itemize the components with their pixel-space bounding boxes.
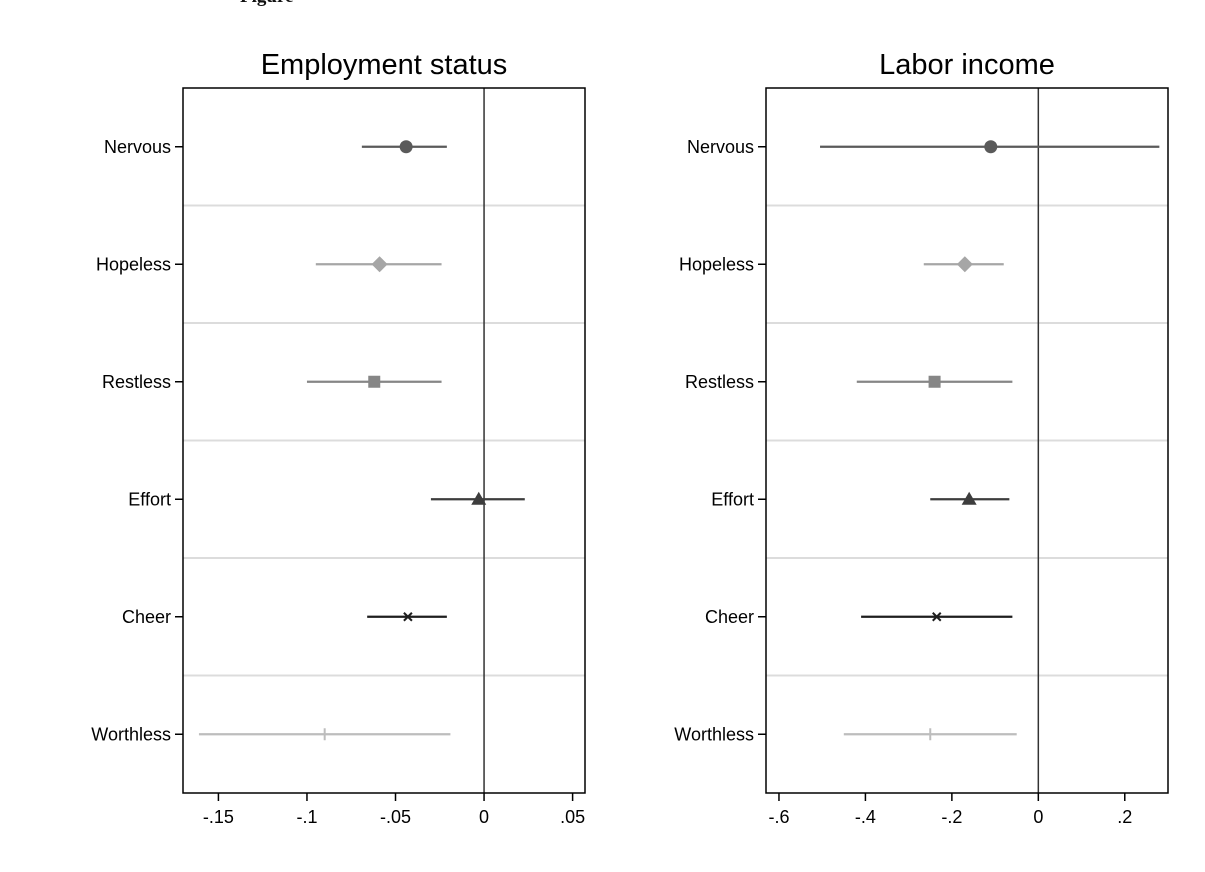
x-tick-label: .05: [560, 807, 585, 827]
category-label: Cheer: [122, 607, 171, 627]
category-label: Restless: [685, 372, 754, 392]
point-estimate-cheer: [932, 612, 942, 622]
x-tick-label: -.6: [768, 807, 789, 827]
point-estimate-hopeless: [371, 256, 388, 273]
x-tick-label: -.15: [203, 807, 234, 827]
point-estimate-effort: [961, 491, 977, 505]
point-estimate-nervous: [399, 140, 413, 154]
point-estimate-effort: [471, 491, 487, 505]
panel-2: Labor income Nervous Hopeless Restless Effor…: [674, 49, 1169, 827]
category-label: Cheer: [705, 607, 754, 627]
category-label: Restless: [102, 372, 171, 392]
point-estimate-cheer: [403, 612, 413, 622]
category-label: Worthless: [674, 724, 754, 744]
category-label: Effort: [128, 489, 171, 509]
category-label: Hopeless: [679, 254, 754, 274]
point-estimate-restless: [928, 375, 941, 388]
category-label: Effort: [711, 489, 754, 509]
point-estimate-hopeless: [956, 256, 973, 273]
x-tick-label: 0: [479, 807, 489, 827]
figure-caption-fragment: Figure: [240, 0, 380, 8]
x-tick-label: -.4: [855, 807, 876, 827]
plot-frame: [182, 87, 586, 794]
category-label: Nervous: [687, 137, 754, 157]
panel-title: Employment status: [261, 49, 508, 81]
plot-frame: [765, 87, 1169, 794]
panel-1: Employment status Nervous Hopeless Restless…: [91, 49, 586, 827]
panel-title: Labor income: [879, 49, 1055, 81]
x-tick-label: 0: [1033, 807, 1043, 827]
x-tick-label: .2: [1117, 807, 1132, 827]
category-label: Nervous: [104, 137, 171, 157]
x-tick-label: -.2: [941, 807, 962, 827]
x-tick-label: -.05: [380, 807, 411, 827]
category-label: Worthless: [91, 724, 171, 744]
category-label: Hopeless: [96, 254, 171, 274]
x-tick-label: -.1: [296, 807, 317, 827]
point-estimate-restless: [368, 375, 381, 388]
point-estimate-nervous: [984, 140, 998, 154]
